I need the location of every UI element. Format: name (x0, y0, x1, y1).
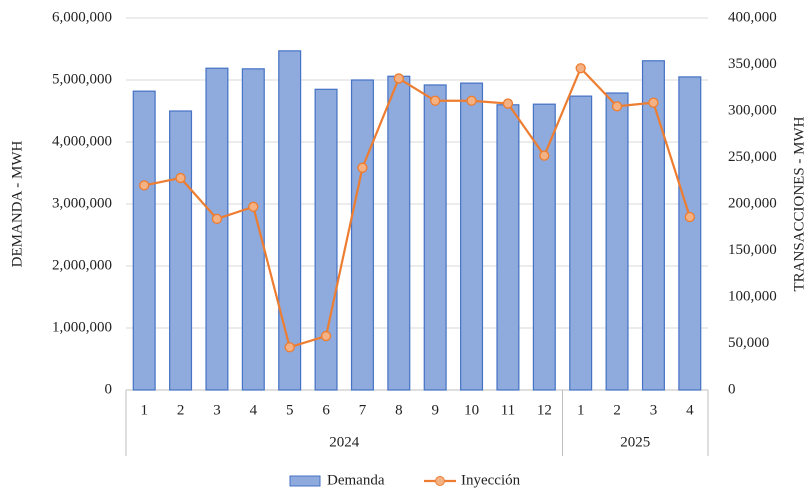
y-tick-label: 1,000,000 (52, 319, 112, 335)
bar (496, 104, 520, 391)
y2-tick-label: 200,000 (728, 195, 777, 211)
x-tick-label: 4 (686, 402, 694, 418)
bar (641, 60, 665, 391)
marker (466, 95, 477, 106)
line (143, 66, 691, 349)
y2-tick-label: 150,000 (728, 242, 777, 258)
legend-label: Demanda (327, 472, 385, 488)
x-tick-label: 1 (577, 402, 585, 418)
x-tick-label: 3 (213, 402, 221, 418)
y2-tick-label: 350,000 (728, 56, 777, 72)
x-tick-label: 12 (537, 402, 552, 418)
x-tick-label: 4 (250, 402, 258, 418)
x-tick-label: 6 (322, 402, 330, 418)
marker (539, 150, 550, 161)
y2-axis-title: TRANSACCIONES - MWH (791, 116, 807, 291)
y-tick-label: 6,000,000 (52, 9, 112, 25)
marker (502, 98, 514, 109)
x-tick-label: 2 (613, 402, 621, 418)
bar (169, 110, 193, 391)
x-tick-label: 1 (140, 402, 148, 418)
x-tick-label: 10 (464, 402, 479, 418)
marker (175, 172, 186, 184)
x-tick-label: 8 (395, 402, 403, 418)
bar (350, 79, 374, 391)
marker (611, 101, 623, 112)
y-tick-label: 5,000,000 (52, 71, 112, 87)
group-label: 2024 (329, 434, 360, 450)
bar (423, 84, 447, 391)
x-tick-label: 9 (431, 402, 439, 418)
marker (284, 342, 295, 353)
bar (132, 90, 156, 391)
x-tick-label: 11 (501, 402, 515, 418)
marker (575, 63, 586, 74)
marker (357, 162, 368, 173)
x-tick-label: 5 (286, 402, 294, 418)
bar (278, 50, 302, 391)
group-label: 2025 (620, 434, 650, 450)
bar (532, 103, 556, 391)
marker (248, 201, 259, 212)
x-tick-label: 2 (177, 402, 185, 418)
y-tick-label: 2,000,000 (52, 257, 112, 273)
legend-label: Inyección (461, 472, 521, 488)
bar (460, 82, 484, 391)
marker (211, 213, 223, 225)
x-tick-label: 3 (650, 402, 658, 418)
marker (430, 95, 441, 106)
y-tick-label: 4,000,000 (52, 133, 112, 149)
legend-swatch (289, 475, 321, 487)
marker (393, 73, 404, 84)
y2-tick-label: 50,000 (728, 335, 769, 351)
y2-tick-label: 250,000 (728, 149, 777, 165)
marker (684, 211, 695, 223)
y2-tick-label: 0 (728, 381, 736, 397)
x-tick-label: 7 (359, 402, 367, 418)
bar (387, 75, 411, 391)
bar (569, 95, 593, 391)
y2-tick-label: 100,000 (728, 288, 777, 304)
y-axis-title: DEMANDA - MWH (9, 141, 25, 268)
bar (205, 67, 229, 391)
bar (605, 92, 629, 391)
y-tick-label: 0 (105, 381, 113, 397)
bar (678, 76, 702, 391)
bar (241, 68, 265, 391)
y2-tick-label: 300,000 (728, 102, 777, 118)
marker (648, 97, 659, 108)
legend-marker (435, 476, 445, 486)
bar (314, 88, 338, 391)
y2-tick-label: 400,000 (728, 9, 777, 25)
marker (320, 330, 332, 342)
marker (139, 180, 150, 191)
y-tick-label: 3,000,000 (52, 195, 112, 211)
